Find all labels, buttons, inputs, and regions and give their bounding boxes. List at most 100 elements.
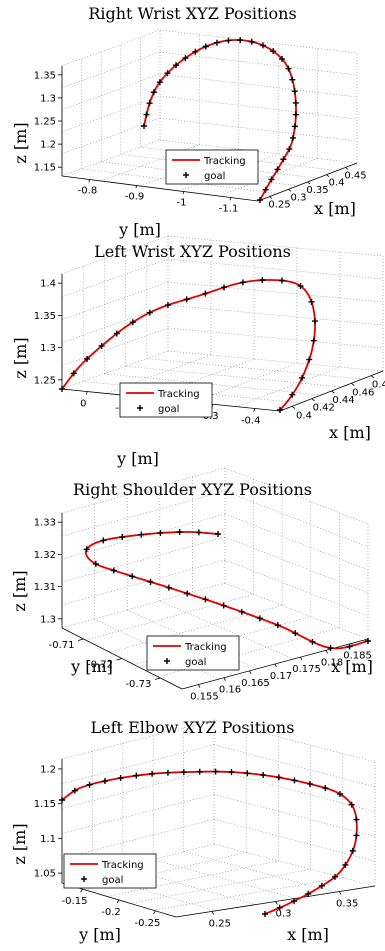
goal-marker <box>164 302 171 309</box>
goal-marker <box>156 79 163 86</box>
z-tick-label: 1.2 <box>40 764 56 775</box>
chart-svg: -0.15 -0.2 -0.25 0.25 0.3 0.35 1.05 1.1 1.15 1.2 T… <box>10 719 376 944</box>
x-tick-label: 0.4 <box>329 178 345 189</box>
z-tick-label: 1.25 <box>34 375 56 386</box>
x-tick-label: 0.25 <box>268 200 290 211</box>
goal-marker <box>292 111 299 118</box>
x-axis-label: x [m] <box>287 925 329 944</box>
goal-marker <box>164 769 171 776</box>
x-tick-label: 0.48 <box>372 380 385 391</box>
z-tick-label: 1.15 <box>34 163 56 174</box>
x-tick-label: 0.3 <box>276 909 292 920</box>
y-axis-label: y [m] <box>118 220 161 239</box>
grid-line <box>61 536 226 583</box>
grid-line <box>61 744 215 785</box>
y-tick-label: -0.4 <box>241 415 261 426</box>
chart-left-wrist: Left Wrist XYZ Positions 0-0.1-0.2-0.3-0… <box>0 235 385 476</box>
goal-marker <box>202 43 209 50</box>
goal-marker <box>70 370 77 377</box>
chart-svg: -0.71-0.72-0.730.1550.160.1650.170.1750.… <box>10 467 373 703</box>
goal-marker <box>353 816 360 823</box>
x-axis-label: x [m] <box>331 657 373 676</box>
tick-mark <box>88 179 90 183</box>
goal-marker <box>336 790 343 797</box>
goal-marker <box>150 89 157 96</box>
chart-title: Left Wrist XYZ Positions <box>94 242 291 261</box>
z-tick-label: 1.32 <box>34 550 56 561</box>
grid-line <box>213 843 376 887</box>
goal-marker <box>286 146 293 153</box>
grid-line <box>159 73 358 98</box>
grid-line <box>224 513 369 571</box>
goal-marker <box>129 573 136 580</box>
tick-mark <box>326 174 330 178</box>
z-tick-label: 1.3 <box>40 614 56 625</box>
grid-line <box>61 794 215 834</box>
tracking-line <box>84 531 369 650</box>
y-tick-label: -0.15 <box>62 896 88 907</box>
goal-marker <box>157 529 164 536</box>
z-axis-label: z [m] <box>10 570 29 611</box>
grid-line <box>159 139 358 164</box>
x-tick-label: 0.35 <box>306 185 328 196</box>
goal-marker <box>239 279 246 286</box>
goal-marker <box>306 356 313 363</box>
grid-line <box>61 51 161 89</box>
goal-marker <box>215 531 221 537</box>
goal-marker <box>292 630 299 637</box>
goal-marker <box>279 55 286 62</box>
goal-marker <box>183 296 190 303</box>
goal-marker <box>180 769 187 776</box>
goal-marker <box>146 100 153 107</box>
z-tick-label: 1.31 <box>34 582 56 593</box>
grid-line <box>61 29 161 67</box>
goal-marker <box>59 797 65 803</box>
goal-marker <box>289 391 296 398</box>
tick-mark <box>153 910 156 915</box>
goal-marker <box>192 48 199 55</box>
legend-marker-swatch <box>183 172 189 178</box>
y-axis-label: y [m] <box>70 657 113 676</box>
goal-marker <box>164 70 171 77</box>
legend-box <box>165 149 259 185</box>
tick-mark <box>229 197 231 201</box>
goal-marker <box>212 768 219 775</box>
goal-marker <box>182 55 189 62</box>
z-tick-label: 1.33 <box>34 518 56 529</box>
tick-mark <box>253 408 256 412</box>
z-tick-label: 1.05 <box>34 869 56 880</box>
goal-marker <box>176 529 183 536</box>
tick-mark <box>116 899 120 904</box>
goal-marker <box>165 584 172 591</box>
tick-mark <box>291 406 296 409</box>
tick-mark <box>211 911 215 915</box>
grid-line <box>213 769 376 812</box>
legend-box <box>119 382 213 418</box>
goal-marker <box>277 407 283 413</box>
chart-title: Right Wrist XYZ Positions <box>88 4 297 23</box>
x-tick-label: 0.165 <box>241 678 270 689</box>
x-tick-label: 0.42 <box>313 403 335 414</box>
grid-line <box>92 874 216 912</box>
goal-marker <box>262 186 269 193</box>
goal-marker <box>228 769 235 776</box>
goal-marker <box>346 643 353 650</box>
grid-line <box>83 381 301 404</box>
chart-title: Left Elbow XYZ Positions <box>90 718 295 737</box>
goal-marker <box>129 319 136 326</box>
grid-line <box>61 769 215 809</box>
chart-svg: -0.8 -0.9 -1 -1.1 0.250.30.350.40.45 1.15 1.2 1… <box>11 29 367 239</box>
goal-marker <box>84 355 91 362</box>
goal-marker <box>285 65 292 72</box>
grid-line <box>61 350 169 390</box>
goal-marker <box>184 590 191 597</box>
grid-line <box>159 117 358 142</box>
tick-mark <box>307 181 311 185</box>
y-tick-label: -0.8 <box>78 186 98 197</box>
goal-marker <box>262 911 268 917</box>
grid-line <box>61 559 226 606</box>
goal-marker <box>260 772 267 779</box>
grid-line <box>167 281 384 303</box>
z-tick-label: 1.3 <box>40 93 56 104</box>
tick-mark <box>182 191 184 195</box>
